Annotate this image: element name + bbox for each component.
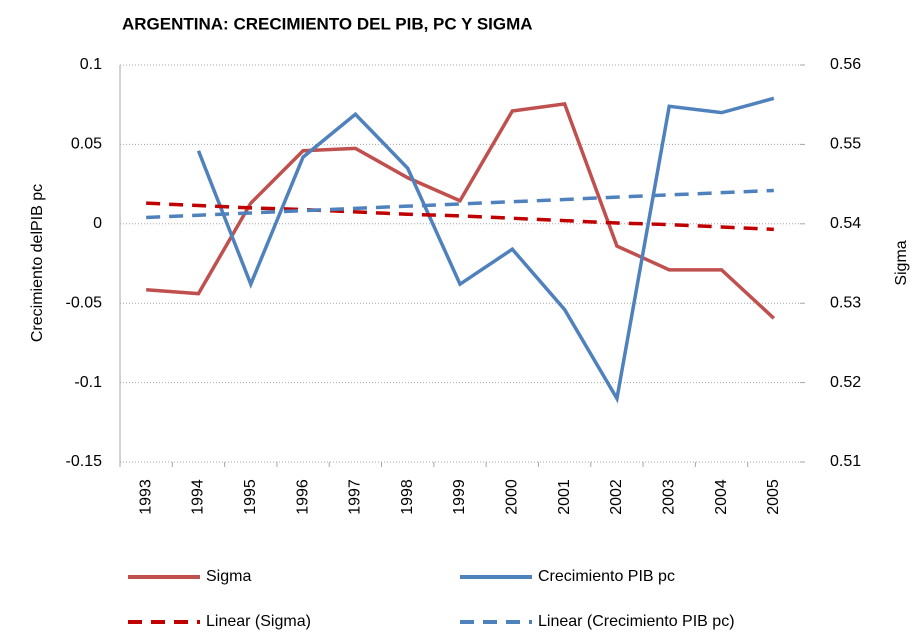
x-tick-label: 2005 xyxy=(765,479,782,515)
x-tick-label: 1997 xyxy=(347,479,364,515)
x-tick-label: 1994 xyxy=(190,479,207,515)
x-tick-label: 1995 xyxy=(242,479,259,515)
legend-label: Sigma xyxy=(206,568,251,585)
y2-tick-label: 0.54 xyxy=(830,215,861,232)
line xyxy=(146,101,776,320)
x-tick-label: 1998 xyxy=(399,479,416,515)
x-tick-label: 1996 xyxy=(294,479,311,515)
trend-line xyxy=(146,201,774,232)
y-tick-label: -0.05 xyxy=(66,294,103,311)
y2-tick-label: 0.52 xyxy=(830,374,861,391)
x-tick-label: 2001 xyxy=(556,479,573,515)
y2-tick-label: 0.53 xyxy=(830,294,861,311)
y2-tick-label: 0.51 xyxy=(830,453,861,470)
y2-axis-label: Sigma xyxy=(893,240,910,285)
y-tick-label: 0 xyxy=(93,215,102,232)
x-tick-label: 1999 xyxy=(451,479,468,515)
y2-tick-label: 0.56 xyxy=(830,56,861,73)
y-tick-label: 0.1 xyxy=(80,56,102,73)
y-tick-label: 0.05 xyxy=(71,136,102,153)
trend-line xyxy=(146,188,774,220)
x-tick-label: 2003 xyxy=(660,479,677,515)
x-tick-label: 2004 xyxy=(713,479,730,515)
legend-label: Linear (Sigma) xyxy=(206,613,311,630)
legend-label: Linear (Crecimiento PIB pc) xyxy=(538,613,735,630)
x-tick-label: 2002 xyxy=(608,479,625,515)
line xyxy=(196,96,775,404)
chart-title: ARGENTINA: CRECIMIENTO DEL PIB, PC Y SIG… xyxy=(122,14,533,33)
y-tick-label: -0.15 xyxy=(66,453,103,470)
y-tick-label: -0.1 xyxy=(74,374,102,391)
y2-tick-label: 0.55 xyxy=(830,136,861,153)
x-tick-label: 1993 xyxy=(137,479,154,515)
x-tick-label: 2000 xyxy=(504,479,521,515)
legend-label: Crecimiento PIB pc xyxy=(538,568,675,585)
y-axis-label: Crecimiento delPIB pc xyxy=(29,184,46,342)
